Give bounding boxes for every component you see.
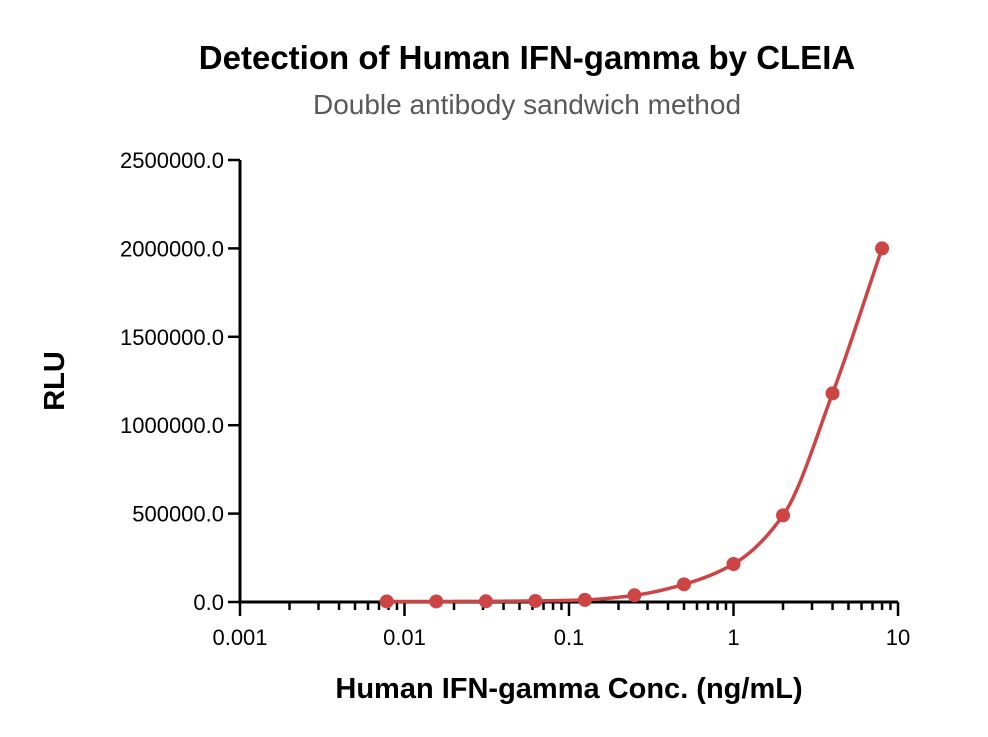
x-tick-label: 0.001 xyxy=(212,625,267,650)
data-point xyxy=(627,588,642,603)
y-tick-label: 1500000.0 xyxy=(120,325,224,350)
y-tick-label: 2000000.0 xyxy=(120,236,224,261)
x-tick-label: 0.01 xyxy=(383,625,426,650)
y-tick-label: 1000000.0 xyxy=(120,413,224,438)
series xyxy=(379,241,890,609)
tick-labels: 0.0 500000.0 1000000.0 1500000.0 2000000.0 25… xyxy=(120,148,910,650)
data-point xyxy=(528,593,543,608)
chart-subtitle: Double antibody sandwich method xyxy=(313,89,741,120)
ticks xyxy=(228,158,900,616)
y-tick-label: 0.0 xyxy=(193,590,224,615)
data-point xyxy=(478,594,493,609)
data-point xyxy=(379,594,394,609)
data-point xyxy=(676,577,691,592)
chart-title: Detection of Human IFN-gamma by CLEIA xyxy=(199,39,855,76)
fit-curve xyxy=(386,247,884,604)
data-point xyxy=(875,241,890,256)
data-point xyxy=(726,556,741,571)
x-tick-label: 0.1 xyxy=(554,625,585,650)
y-tick-label: 500000.0 xyxy=(132,502,224,527)
y-tick-label: 2500000.0 xyxy=(120,148,224,173)
data-point xyxy=(825,386,840,401)
data-point xyxy=(577,592,592,607)
y-axis-title: RLU xyxy=(39,351,71,411)
data-point xyxy=(429,594,444,609)
x-tick-label: 1 xyxy=(727,625,739,650)
data-point xyxy=(776,508,791,523)
x-tick-label: 10 xyxy=(886,625,910,650)
axes xyxy=(238,160,898,604)
x-axis-title: Human IFN-gamma Conc. (ng/mL) xyxy=(335,673,802,705)
